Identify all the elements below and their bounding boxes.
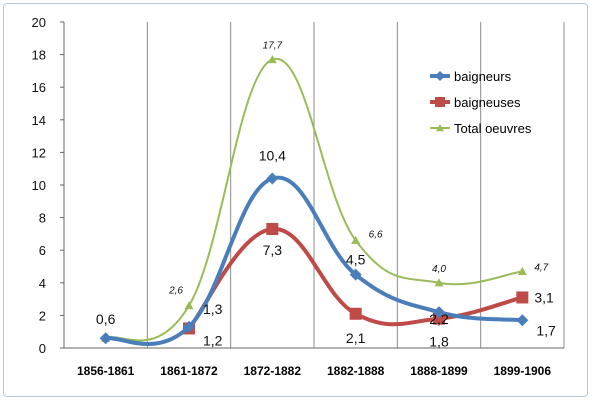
data-point-square xyxy=(433,312,445,325)
y-tick-label: 0 xyxy=(39,341,46,356)
x-tick-label: 1882-1888 xyxy=(327,364,385,378)
legend-label: baigneurs xyxy=(454,69,512,84)
x-tick-label: 1888-1899 xyxy=(410,364,468,378)
x-tick-label: 1872-1882 xyxy=(244,364,302,378)
x-tick-label: 1861-1872 xyxy=(160,364,218,378)
data-label: 7,3 xyxy=(263,242,283,258)
data-label: 10,4 xyxy=(259,147,286,163)
y-tick-label: 2 xyxy=(39,308,46,323)
axis-layer: 0 2 4 6 8 10 12 14 16 18 20 1856-1861 1861-1872 1872-… xyxy=(32,15,564,378)
data-label: 6,6 xyxy=(369,229,383,240)
y-tick-label: 18 xyxy=(32,48,46,63)
legend-label: Total oeuvres xyxy=(454,121,532,136)
data-point-diamond xyxy=(183,320,195,333)
data-point-diamond xyxy=(516,314,529,327)
data-label: 2,1 xyxy=(346,330,366,346)
data-point-triangle xyxy=(436,124,444,132)
data-point-diamond xyxy=(99,332,112,345)
y-tick-label: 4 xyxy=(39,276,46,291)
data-point-diamond xyxy=(435,71,445,81)
chart-frame xyxy=(3,3,588,397)
x-tick-label: 1856-1861 xyxy=(77,364,135,378)
data-point-square xyxy=(435,97,445,107)
data-point-square xyxy=(266,223,279,236)
data-point-triangle xyxy=(434,278,444,287)
y-tick-label: 12 xyxy=(32,145,46,160)
x-tick-label: 1899-1906 xyxy=(494,364,552,378)
y-tick-label: 8 xyxy=(39,211,46,226)
data-label: 3,1 xyxy=(534,289,554,305)
data-point-square xyxy=(516,291,529,304)
legend-label: baigneuses xyxy=(454,95,521,110)
data-label: 1,7 xyxy=(536,322,556,338)
y-tick-label: 10 xyxy=(32,178,46,193)
data-label: 0,6 xyxy=(96,311,116,327)
legend: baigneurs baigneuses Total oeuvres xyxy=(430,69,532,136)
y-tick-label: 16 xyxy=(32,80,46,95)
data-label: 1,8 xyxy=(429,334,449,350)
data-point-triangle xyxy=(184,301,194,310)
y-tick-label: 6 xyxy=(39,243,46,258)
data-point-triangle xyxy=(517,266,527,275)
data-label: 4,0 xyxy=(432,264,446,275)
data-label-layer: 0,6 1,3 10,4 4,5 2,2 1,7 1,2 7,3 2,1 1,8 3,1 2,6 17,… xyxy=(96,40,556,349)
data-label: 1,2 xyxy=(203,332,223,348)
data-point-diamond xyxy=(266,172,279,185)
data-point-triangle xyxy=(267,54,277,64)
data-point-square xyxy=(349,307,362,320)
data-label: 4,5 xyxy=(346,252,366,268)
data-point-diamond xyxy=(433,306,445,319)
data-label: 1,3 xyxy=(203,301,223,317)
y-tick-label: 14 xyxy=(32,113,46,128)
series-layer xyxy=(99,54,529,346)
data-label: 2,2 xyxy=(429,311,449,327)
data-point-diamond xyxy=(349,268,362,281)
y-tick-label: 20 xyxy=(32,15,46,30)
data-label: 17,7 xyxy=(263,40,283,51)
data-label: 4,7 xyxy=(534,262,548,273)
data-point-triangle xyxy=(351,235,361,245)
data-label: 2,6 xyxy=(168,286,183,297)
